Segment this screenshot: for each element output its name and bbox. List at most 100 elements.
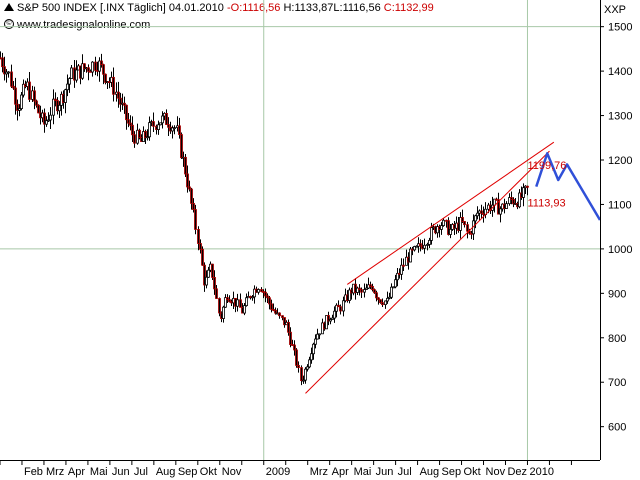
- candle-body: [188, 186, 191, 190]
- candle-body: [310, 353, 313, 361]
- y-tick-label: 1300: [608, 111, 632, 123]
- unit-label: XXP: [604, 4, 627, 16]
- candle-body: [12, 85, 15, 89]
- candle-body: [211, 263, 214, 278]
- candle-body: [253, 288, 256, 298]
- candle-body: [396, 272, 399, 281]
- candle-body: [243, 305, 246, 314]
- candle-body: [218, 298, 221, 314]
- candle-body: [52, 98, 55, 116]
- candle-body: [369, 284, 372, 287]
- candle-body: [171, 127, 174, 132]
- candle-body: [1, 57, 4, 68]
- candle-body: [197, 229, 200, 244]
- candle-body: [260, 289, 263, 292]
- close-value: C:1132,99: [383, 2, 434, 14]
- candle-body: [384, 300, 387, 306]
- candle-body: [203, 264, 206, 286]
- x-tick-label: Jun: [376, 466, 394, 478]
- candle-body: [251, 296, 254, 299]
- x-tick-label: Okt: [464, 466, 481, 478]
- candle-body: [226, 297, 229, 301]
- candle-body: [442, 219, 445, 226]
- candle-body: [58, 104, 61, 112]
- candle-body: [201, 248, 204, 266]
- candle-body: [394, 279, 397, 288]
- candle-body: [508, 197, 511, 205]
- candle-body: [333, 310, 336, 319]
- y-tick-label: 1500: [608, 22, 632, 34]
- candle-body: [459, 217, 462, 231]
- candle-body: [117, 91, 120, 99]
- candle-body: [94, 61, 97, 71]
- candle-body: [91, 61, 94, 73]
- candle-body: [131, 124, 134, 136]
- candle-body: [129, 122, 132, 126]
- candle-body: [302, 379, 305, 382]
- x-tick-label: Mai: [354, 466, 372, 478]
- candle-body: [375, 292, 378, 299]
- candle-body: [287, 321, 290, 333]
- candle-body: [266, 295, 269, 299]
- candle-body: [297, 365, 300, 368]
- candle-body: [215, 288, 218, 299]
- candle-body: [392, 286, 395, 289]
- candle-body: [365, 287, 368, 290]
- candle-body: [100, 60, 103, 66]
- candle-body: [123, 102, 126, 106]
- candle-body: [83, 63, 86, 70]
- x-tick-label: Aug: [156, 466, 176, 478]
- candle-body: [68, 78, 71, 85]
- candle-body: [64, 89, 67, 103]
- candle-body: [112, 76, 115, 95]
- x-tick-label: Sep: [442, 466, 462, 478]
- candle-body: [518, 192, 521, 208]
- candle-body: [264, 291, 267, 297]
- candle-body: [180, 134, 183, 159]
- candle-body: [415, 245, 418, 248]
- candle-body: [47, 119, 50, 122]
- candle-body: [526, 185, 529, 188]
- candle-body: [308, 359, 311, 368]
- trend-line: [305, 150, 550, 394]
- candle-body: [199, 243, 202, 250]
- candle-body: [43, 112, 46, 125]
- candle-body: [331, 317, 334, 320]
- candle-body: [270, 303, 273, 310]
- candle-body: [205, 276, 208, 286]
- candle-body: [499, 208, 502, 215]
- candle-body: [447, 220, 450, 235]
- candle-body: [119, 97, 122, 105]
- candle-body: [327, 315, 330, 322]
- candle-body: [239, 299, 242, 308]
- projection: [535, 152, 602, 221]
- candle-body: [281, 315, 284, 318]
- candle-body: [358, 287, 361, 291]
- candle-body: [224, 297, 227, 308]
- candle-body: [316, 333, 319, 340]
- candle-body: [419, 243, 422, 247]
- candle-body: [505, 203, 508, 209]
- candle-body: [388, 296, 391, 299]
- candle-body: [373, 289, 376, 294]
- x-tick-label: Jul: [398, 466, 412, 478]
- x-tick-label: Apr: [332, 466, 349, 478]
- candle-body: [213, 277, 216, 290]
- candle-body: [87, 67, 90, 72]
- chart-header: S&P 500 INDEX [.INX Täglich] 04.01.2010 …: [4, 2, 434, 14]
- candle-body: [390, 286, 393, 298]
- candle-body: [186, 173, 189, 188]
- x-tick-label: Mai: [90, 466, 108, 478]
- trend-line: [346, 141, 555, 285]
- x-tick-label: 2010: [529, 466, 553, 478]
- y-tick-label: 900: [608, 288, 626, 300]
- candle-body: [300, 367, 303, 382]
- candle-body: [304, 368, 307, 381]
- candle-body: [35, 100, 38, 106]
- x-tick-label: Okt: [200, 466, 217, 478]
- candle-body: [222, 306, 225, 319]
- candle-body: [402, 264, 405, 267]
- y-tick-label: 800: [608, 333, 626, 345]
